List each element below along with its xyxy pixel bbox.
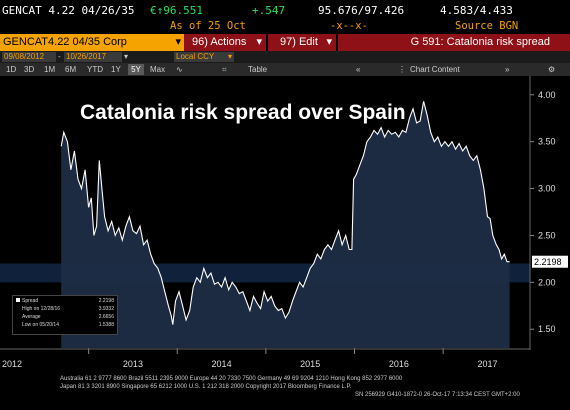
legend-swatch <box>16 298 20 302</box>
edit-menu-button[interactable]: 97) Edit ▾ <box>268 34 336 51</box>
end-date-field[interactable]: 10/26/2017 <box>64 52 122 62</box>
x-tick-label: 2016 <box>389 359 409 369</box>
asof-row: As of 25 Oct -x--x- Source BGN <box>0 20 570 33</box>
series-area <box>61 101 510 348</box>
settings-gear-icon[interactable]: ⚙ <box>548 65 556 74</box>
period-1m[interactable]: 1M <box>44 65 56 74</box>
price: €↑96.551 <box>150 4 203 17</box>
legend-label: High on 12/28/16 <box>22 306 61 312</box>
as-of-date: As of 25 Oct <box>170 20 246 32</box>
x-tick-label: 2017 <box>477 359 497 369</box>
ticker: GENCAT 4.22 04/26/35 <box>2 4 135 17</box>
period-3d[interactable]: 3D <box>24 65 35 74</box>
chart-content-icon: ⋮ <box>398 65 406 74</box>
y-axis: 1.50 2.00 2.50 3.00 3.50 4.00 <box>529 76 556 350</box>
legend-value: 2.6656 <box>98 314 114 320</box>
chevron-down-icon: ▾ <box>227 52 232 61</box>
bid-ask: 95.676/97.426 <box>318 4 405 17</box>
legend-label: Spread <box>22 298 39 304</box>
chevron-down-icon: ▾ <box>175 36 181 48</box>
legend-item-average: Average <box>16 314 41 320</box>
series-line-path <box>60 101 510 325</box>
x-axis: 2012 2013 2014 2015 2016 2017 <box>0 348 530 369</box>
period-max[interactable]: Max <box>150 65 166 74</box>
actions-menu-button[interactable]: 96) Actions ▾ <box>184 34 266 51</box>
footer-contacts-2: Japan 81 3 3201 8900 Singapore 65 6212 1… <box>60 384 352 390</box>
period-ytd[interactable]: YTD <box>87 65 103 74</box>
last-value-label: 2.2198 <box>532 255 568 268</box>
currency-select[interactable]: Local CCY ▾ <box>174 52 234 62</box>
footer: Australia 61 2 9777 8600 Brazil 5511 239… <box>0 374 570 410</box>
toolbar: 1D 3D 1M 6M YTD 1Y 5Y Max ∿ ⌗ Table « ⋮ … <box>0 63 570 76</box>
x-tick-label: 2015 <box>300 359 320 369</box>
period-5y[interactable]: 5Y <box>128 64 144 75</box>
page-title: G 591: Catalonia risk spread <box>338 34 570 51</box>
chevron-down-icon: ▾ <box>256 36 262 48</box>
x-tick-label: 2013 <box>123 359 143 369</box>
y-tick-label: 3.00 <box>538 184 556 194</box>
security-label: GENCAT4.22 04/35 Corp <box>3 36 127 48</box>
period-select[interactable]: ▾ <box>124 52 164 62</box>
stats-legend: Spread 2.2198 High on 12/28/16 3.9332 Av… <box>12 295 118 335</box>
chevron-down-icon: ▾ <box>326 36 332 48</box>
period-1d[interactable]: 1D <box>6 65 17 74</box>
currency-label: Local CCY <box>176 52 215 61</box>
period-1y[interactable]: 1Y <box>111 65 121 74</box>
expand-right-icon[interactable]: » <box>505 65 510 74</box>
footer-serial: SN 256929 G410-1872-0 26-Oct-17 7:13:34 … <box>355 392 520 398</box>
line-chart-icon[interactable]: ∿ <box>176 65 183 74</box>
legend-label: Average <box>22 314 41 320</box>
edit-label: 97) Edit <box>280 36 318 48</box>
x-tick-label: 2014 <box>212 359 232 369</box>
period-select-chevron: ▾ <box>124 52 129 61</box>
date-separator: - <box>58 52 61 61</box>
menu-bar: GENCAT4.22 04/35 Corp ▾ 96) Actions ▾ 97… <box>0 34 570 51</box>
y-tick-label: 3.50 <box>538 137 556 147</box>
collapse-left-icon[interactable]: « <box>356 65 361 74</box>
last-value-text: 2.2198 <box>534 257 562 267</box>
page-title-text: G 591: Catalonia risk spread <box>410 36 550 48</box>
price-change: +.547 <box>252 4 286 17</box>
legend-value: 1.5388 <box>98 322 114 328</box>
legend-label: Low on 05/20/14 <box>22 322 59 328</box>
y-tick-label: 4.00 <box>538 90 556 100</box>
x-tick-label: 2012 <box>2 359 22 369</box>
legend-item-spread: Spread <box>16 298 38 304</box>
chart-title: Catalonia risk spread over Spain <box>80 101 406 124</box>
source-label: Source BGN <box>455 20 519 32</box>
last-value-box <box>532 255 568 268</box>
legend-value: 3.9332 <box>98 306 114 312</box>
security-field[interactable]: GENCAT4.22 04/35 Corp ▾ <box>0 34 185 51</box>
table-button[interactable]: Table <box>248 65 268 74</box>
legend-item-low: Low on 05/20/14 <box>16 322 59 328</box>
y-tick-label: 1.50 <box>538 324 556 334</box>
y-tick-label: 2.50 <box>538 230 556 240</box>
footer-contacts: Australia 61 2 9777 8600 Brazil 5511 239… <box>60 376 403 382</box>
period-6m[interactable]: 6M <box>65 65 77 74</box>
yield-pair: 4.583/4.433 <box>440 4 513 17</box>
quote-header: GENCAT 4.22 04/26/35 €↑96.551 +.547 95.6… <box>0 0 570 20</box>
legend-item-high: High on 12/28/16 <box>16 306 60 312</box>
date-bar: 09/08/2012 - 10/26/2017 ▾ Local CCY ▾ <box>0 51 570 63</box>
chart-type-icon[interactable]: ⌗ <box>222 65 227 74</box>
chart-content-button[interactable]: Chart Content <box>410 65 460 74</box>
area-fill <box>61 101 510 348</box>
actions-label: 96) Actions <box>192 36 247 48</box>
y-tick-label: 2.00 <box>538 277 556 287</box>
legend-value: 2.2198 <box>98 298 114 304</box>
xx-indicator: -x--x- <box>330 20 368 32</box>
series-line <box>60 101 510 325</box>
start-date-field[interactable]: 09/08/2012 <box>2 52 56 62</box>
